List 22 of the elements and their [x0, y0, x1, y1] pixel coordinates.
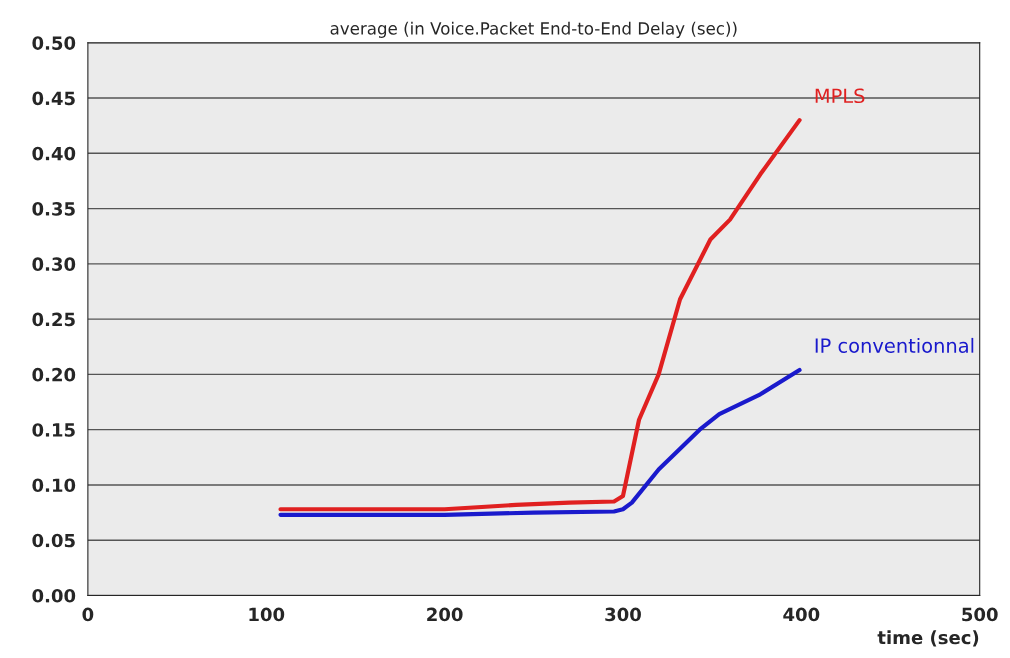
- line-series: [278, 367, 802, 517]
- x-tick-label: 200: [427, 607, 463, 622]
- y-tick-label: 0.45: [32, 91, 75, 106]
- x-tick-label: 500: [962, 607, 998, 622]
- chart-title: average (in Voice.Packet End-to-End Delay (sec)): [330, 21, 737, 38]
- series-label: IP conventionnal: [815, 337, 974, 353]
- x-tick-label: 0: [82, 607, 94, 622]
- line-series: [278, 118, 802, 512]
- y-tick-label: 0.25: [32, 312, 75, 327]
- y-tick-label: 0.20: [32, 367, 76, 382]
- y-tick-label: 0.50: [32, 36, 76, 50]
- y-tick-label: 0.05: [32, 533, 75, 548]
- y-tick-label: 0.15: [32, 423, 75, 437]
- x-tick-label: 300: [605, 607, 641, 622]
- y-tick-label: 0.00: [32, 588, 76, 603]
- x-tick-label: 100: [249, 607, 285, 622]
- y-tick-label: 0.30: [32, 257, 76, 271]
- y-tick-label: 0.40: [32, 146, 76, 161]
- x-tick-label: 400: [783, 607, 820, 622]
- x-axis-title: time (sec): [877, 630, 979, 647]
- y-tick-label: 0.35: [32, 202, 75, 216]
- y-tick-label: 0.10: [32, 478, 76, 493]
